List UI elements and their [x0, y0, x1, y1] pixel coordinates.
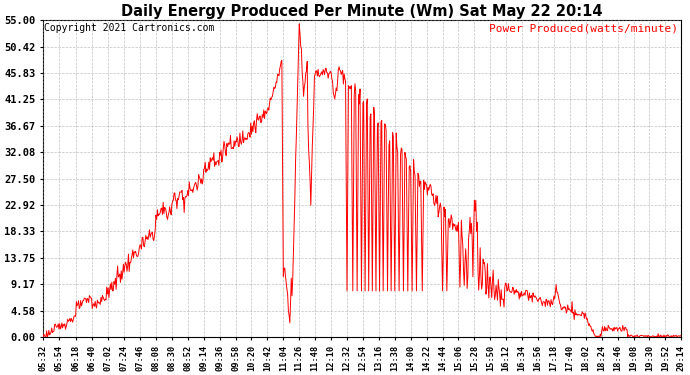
Text: Copyright 2021 Cartronics.com: Copyright 2021 Cartronics.com [44, 24, 215, 33]
Text: Power Produced(watts/minute): Power Produced(watts/minute) [489, 24, 678, 33]
Title: Daily Energy Produced Per Minute (Wm) Sat May 22 20:14: Daily Energy Produced Per Minute (Wm) Sa… [121, 4, 603, 19]
